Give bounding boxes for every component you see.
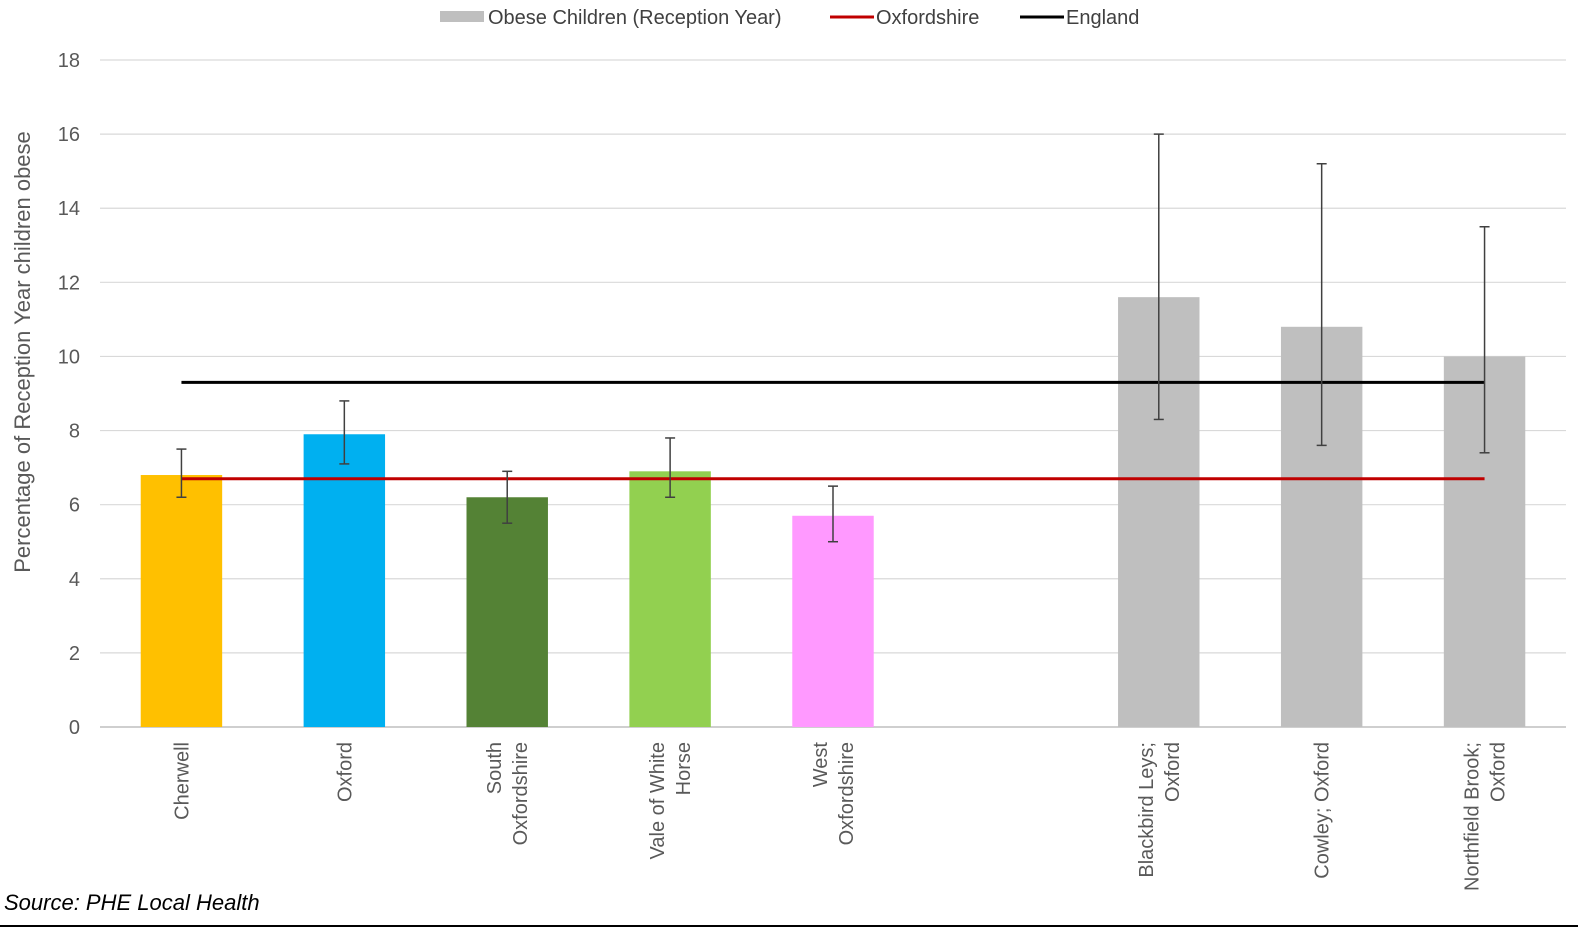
bars bbox=[140, 297, 1526, 727]
x-tick-label: Vale of White Horse bbox=[647, 742, 695, 859]
y-axis-ticks: 0 2 4 6 8 10 12 14 16 18 bbox=[58, 50, 80, 739]
legend-label: Oxfordshire bbox=[876, 7, 979, 29]
x-tick-label: Northfield Brook; Oxford bbox=[1462, 742, 1510, 891]
y-tick-label: 16 bbox=[58, 124, 80, 146]
y-tick-label: 0 bbox=[69, 717, 80, 739]
legend-swatch bbox=[440, 11, 484, 22]
bar bbox=[303, 434, 386, 727]
bar bbox=[629, 471, 711, 727]
legend: Obese Children (Reception Year) Oxfordshi… bbox=[440, 7, 1139, 29]
bar bbox=[466, 497, 548, 727]
legend-label: Obese Children (Reception Year) bbox=[488, 7, 782, 29]
bar bbox=[792, 515, 874, 727]
y-tick-label: 6 bbox=[69, 495, 80, 517]
reference-lines bbox=[181, 380, 1485, 481]
y-tick-label: 2 bbox=[69, 643, 80, 665]
y-tick-label: 14 bbox=[58, 198, 80, 220]
error-bars bbox=[176, 133, 1490, 543]
legend-label: England bbox=[1066, 7, 1139, 29]
bottom-rule bbox=[0, 925, 1578, 927]
y-tick-label: 8 bbox=[69, 421, 80, 443]
x-tick-label: South Oxfordshire bbox=[484, 742, 532, 845]
source-note: Source: PHE Local Health bbox=[4, 890, 260, 915]
y-tick-label: 18 bbox=[58, 50, 80, 72]
x-tick-label: Oxford bbox=[334, 742, 356, 802]
x-tick-label: Blackbird Leys; Oxford bbox=[1136, 742, 1184, 878]
y-tick-label: 12 bbox=[58, 272, 80, 294]
y-tick-label: 4 bbox=[69, 569, 80, 591]
y-axis-title: Percentage of Reception Year children ob… bbox=[10, 131, 35, 573]
x-tick-label: West Oxfordshire bbox=[810, 742, 858, 846]
x-tick-label: Cherwell bbox=[171, 742, 193, 820]
x-axis-labels: Cherwell Oxford South Oxfordshire Vale of Wh… bbox=[171, 742, 1509, 891]
x-tick-label: Cowley; Oxford bbox=[1312, 742, 1334, 879]
y-tick-label: 10 bbox=[58, 346, 80, 368]
bar bbox=[140, 475, 223, 727]
